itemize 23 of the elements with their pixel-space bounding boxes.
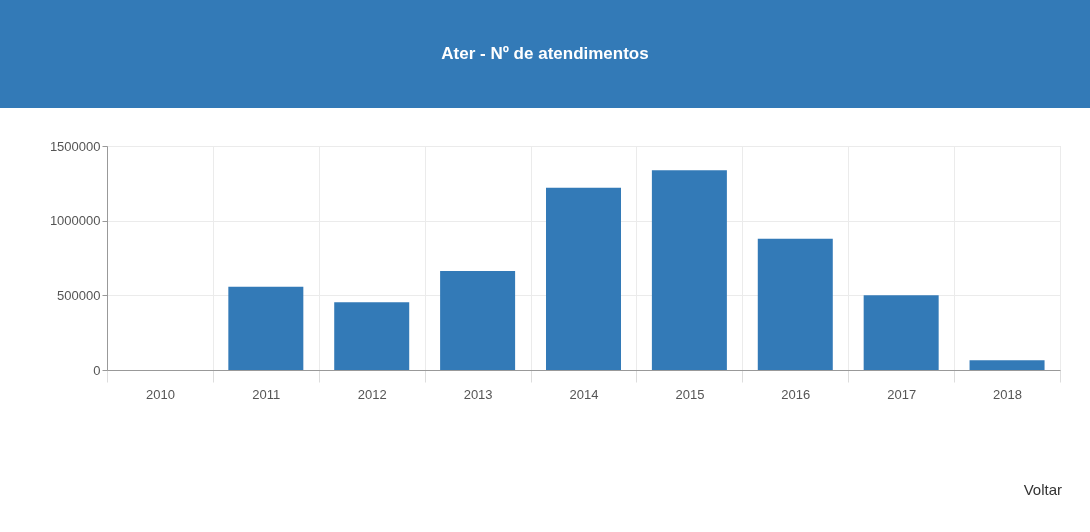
bar: [440, 270, 516, 370]
y-tick-label: 1000000: [49, 213, 101, 229]
bar: [334, 302, 410, 370]
chart-title: Ater - Nº de atendimentos: [441, 44, 649, 63]
bar: [228, 286, 304, 370]
x-tick-label: 2017: [887, 386, 917, 402]
x-tick-label: 2016: [781, 386, 811, 402]
bar: [651, 170, 727, 370]
bar: [863, 295, 939, 370]
y-tick-label: 1500000: [49, 138, 101, 154]
x-tick-label: 2010: [145, 386, 175, 402]
x-tick-label: 2011: [252, 386, 281, 402]
x-tick-label: 2018: [993, 386, 1023, 402]
y-tick-label: 500000: [57, 287, 101, 303]
bar: [546, 187, 621, 370]
x-tick-label: 2015: [675, 386, 705, 402]
y-tick-label: 0: [93, 362, 101, 378]
bar: [969, 360, 1045, 370]
x-tick-label: 2013: [463, 386, 493, 402]
x-tick-label: 2014: [569, 386, 599, 402]
x-tick-label: 2012: [357, 386, 387, 402]
text: Voltar: [1023, 481, 1062, 498]
bar: [757, 238, 833, 370]
